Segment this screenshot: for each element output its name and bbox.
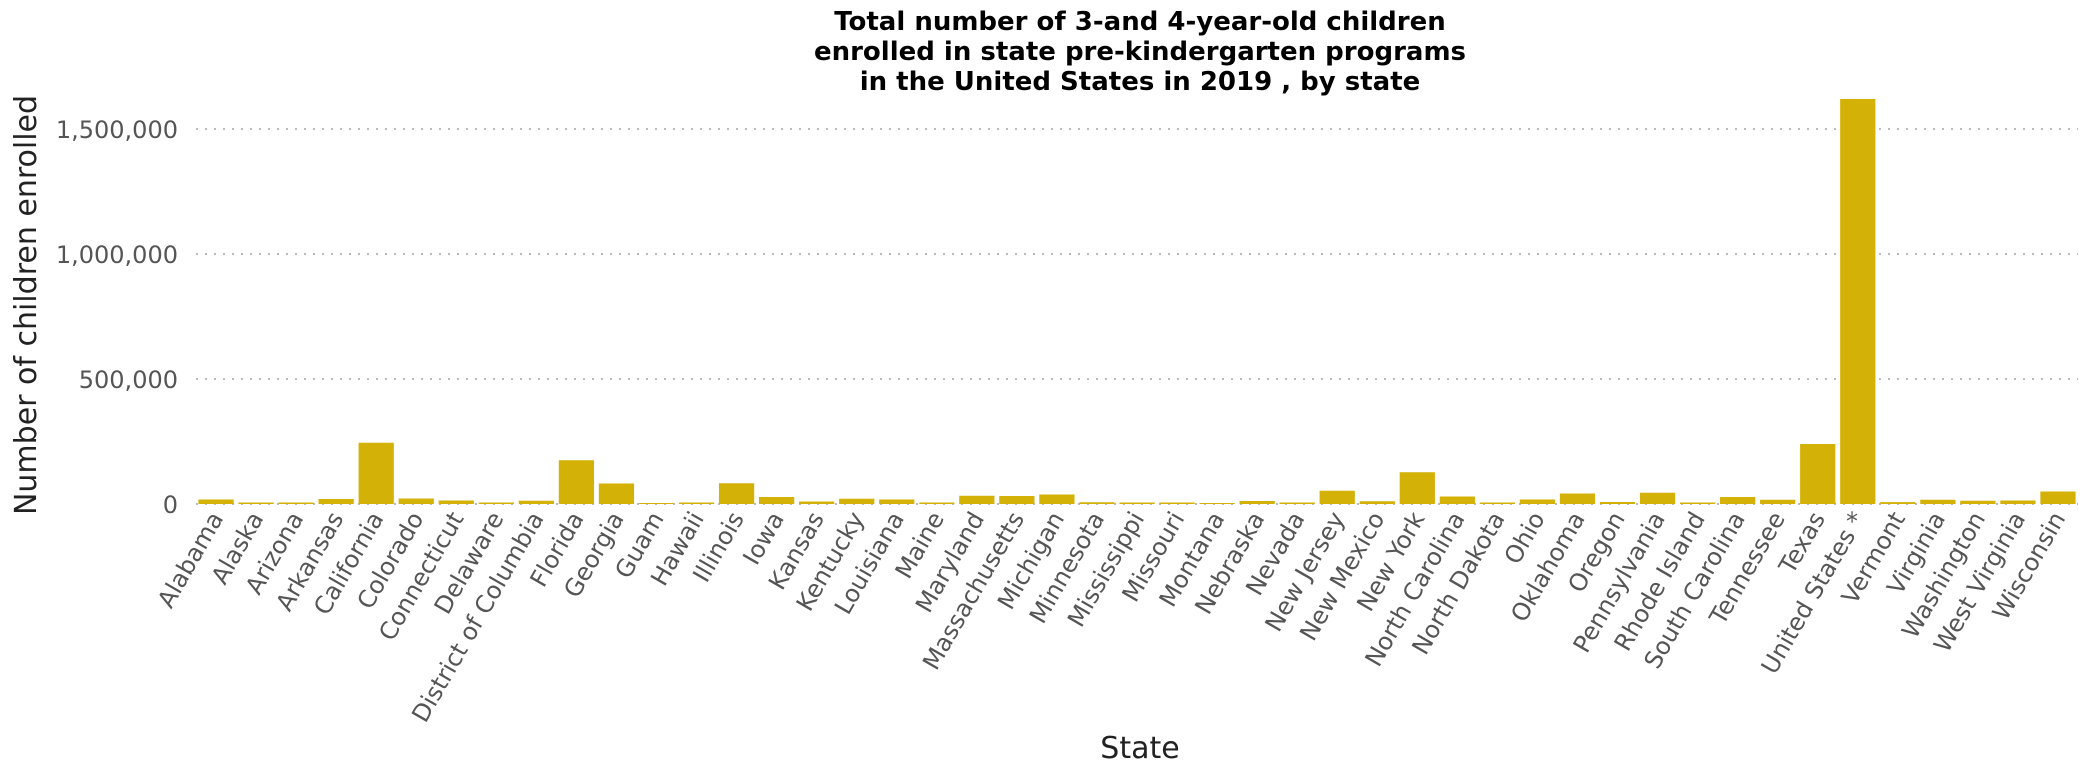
bar (1039, 494, 1075, 504)
bar (1639, 492, 1676, 504)
bar (1840, 99, 1876, 504)
y-axis-tick-labels: 0 500,000 1,000,000 1,500,000 (56, 116, 178, 519)
bar (758, 497, 795, 504)
bar (1279, 502, 1315, 504)
x-axis-title: State (1100, 731, 1179, 766)
bar (1720, 497, 1756, 504)
bar (638, 503, 675, 504)
bar (1119, 502, 1155, 504)
chart-title-line-1: Total number of 3-and 4-year-old childre… (834, 7, 1446, 37)
bar (718, 483, 755, 504)
bar (1679, 502, 1716, 504)
chart-title-line-2: enrolled in state pre-kindergarten progr… (814, 37, 1466, 67)
bar (799, 501, 835, 504)
bar (438, 500, 474, 504)
bar (478, 502, 514, 504)
bar (1239, 501, 1275, 504)
bar (1920, 499, 1956, 504)
y-tick-label: 500,000 (79, 366, 178, 394)
bar (999, 496, 1035, 504)
bar (198, 499, 234, 504)
bar (518, 500, 554, 504)
bar (678, 502, 715, 504)
bar (1960, 500, 1996, 504)
gridlines (196, 128, 2078, 505)
bar (318, 499, 354, 504)
bar (959, 495, 995, 504)
bar (1599, 502, 1636, 504)
bar (1519, 499, 1556, 504)
bar (558, 460, 595, 504)
bar (839, 498, 875, 504)
bar (1199, 503, 1235, 504)
bar (2000, 500, 2036, 504)
bar (1399, 472, 1435, 504)
y-tick-label: 1,000,000 (56, 241, 178, 269)
chart-title-line-3: in the United States in 2019 , by state (860, 67, 1421, 97)
bar (238, 502, 274, 504)
bar (1359, 501, 1395, 504)
bar (919, 502, 955, 504)
x-axis-tick-labels: AlabamaAlaskaArizonaArkansasCaliforniaCo… (152, 507, 2071, 727)
bar (1319, 490, 1355, 504)
bar (1159, 502, 1195, 504)
y-tick-label: 0 (163, 491, 178, 519)
bar (1479, 502, 1516, 504)
y-axis-title: Number of children enrolled (9, 95, 44, 515)
bar (278, 502, 314, 504)
chart-title: Total number of 3-and 4-year-old childre… (814, 7, 1466, 97)
bar (2040, 491, 2076, 504)
bars (198, 99, 2076, 504)
bar (1079, 502, 1115, 504)
bar (598, 483, 635, 504)
bar (358, 442, 394, 504)
y-tick-label: 1,500,000 (56, 116, 178, 144)
bar (1880, 502, 1916, 504)
bar (398, 498, 434, 504)
bar (1439, 496, 1475, 504)
bar (1760, 499, 1796, 504)
bar (1559, 493, 1596, 504)
bar (879, 499, 915, 504)
bar (1800, 444, 1836, 504)
